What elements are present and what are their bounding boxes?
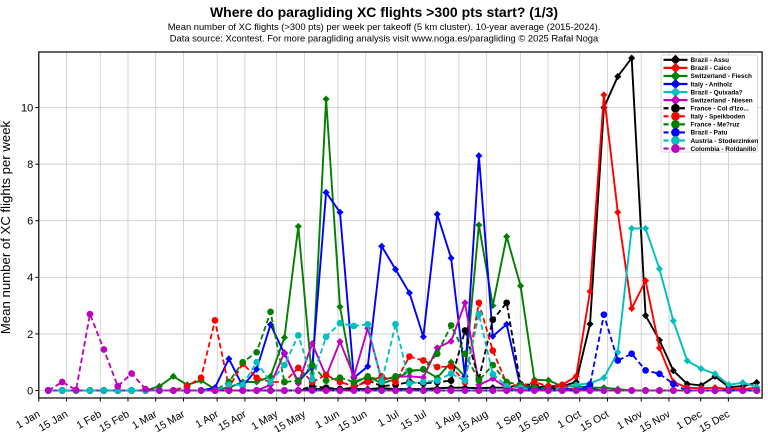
svg-text:Colombia - Roldanillo: Colombia - Roldanillo bbox=[691, 146, 757, 153]
svg-text:Italy - Speikboden: Italy - Speikboden bbox=[691, 114, 746, 121]
svg-text:0: 0 bbox=[27, 385, 33, 397]
svg-text:Brazil - Assu: Brazil - Assu bbox=[691, 57, 730, 64]
svg-text:Brazil - Patu: Brazil - Patu bbox=[691, 130, 728, 137]
svg-text:Where do paragliding XC flight: Where do paragliding XC flights >300 pts… bbox=[210, 4, 558, 20]
svg-text:6: 6 bbox=[27, 216, 33, 228]
svg-text:10: 10 bbox=[21, 103, 33, 115]
svg-text:2: 2 bbox=[27, 329, 33, 341]
svg-text:8: 8 bbox=[27, 159, 33, 171]
svg-text:Mean number of XC flights per: Mean number of XC flights per week bbox=[0, 120, 13, 334]
svg-text:Brazil - Caico: Brazil - Caico bbox=[691, 65, 732, 72]
svg-text:Switzerland - Fiesch: Switzerland - Fiesch bbox=[691, 73, 753, 80]
svg-text:Brazil - Quixada?: Brazil - Quixada? bbox=[691, 89, 743, 96]
svg-text:France - Me?ruz: France - Me?ruz bbox=[691, 122, 740, 129]
svg-text:Austria - Stoderzinken: Austria - Stoderzinken bbox=[691, 138, 759, 145]
svg-text:Switzerland - Niesen: Switzerland - Niesen bbox=[691, 97, 753, 104]
svg-text:France - Col d'Izo...: France - Col d'Izo... bbox=[691, 106, 750, 113]
svg-text:4: 4 bbox=[27, 272, 33, 284]
svg-text:Data source: Xcontest. For mor: Data source: Xcontest. For more paraglid… bbox=[170, 33, 599, 44]
svg-text:Italy - Antholz: Italy - Antholz bbox=[691, 81, 733, 88]
svg-text:Mean number of XC flights (>30: Mean number of XC flights (>300 pts) per… bbox=[168, 21, 601, 32]
